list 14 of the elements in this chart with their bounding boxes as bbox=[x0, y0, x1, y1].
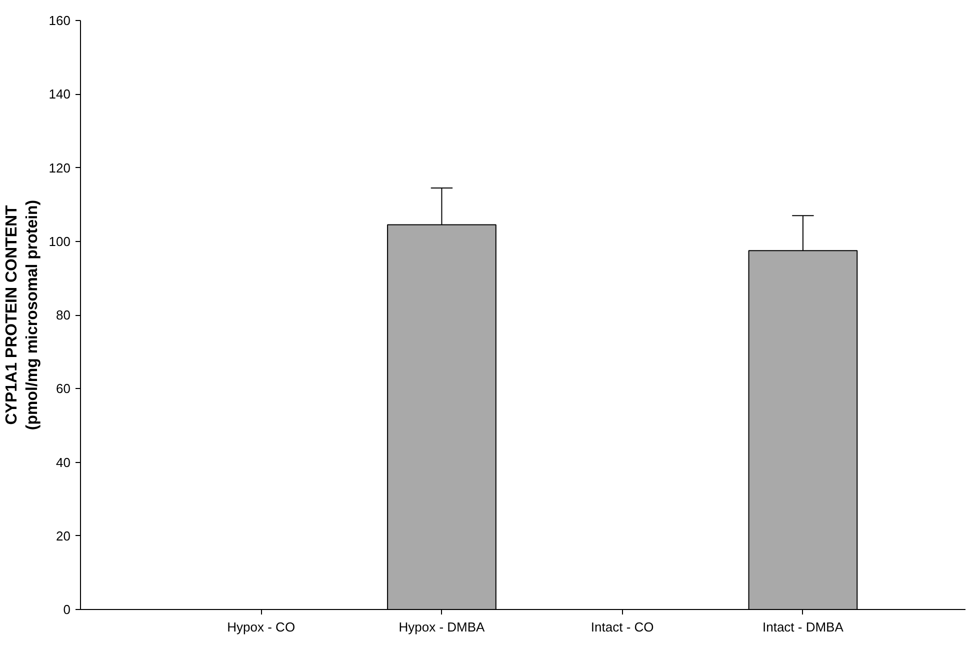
x-tick-label: Hypox - DMBA bbox=[398, 620, 486, 634]
y-tick-label: 120 bbox=[48, 160, 71, 176]
y-tick-label: 100 bbox=[48, 234, 71, 249]
y-tick-label: 20 bbox=[56, 528, 71, 544]
y-axis-title: CYP1A1 PROTEIN CONTENT (pmol/mg microsomal protein) bbox=[3, 200, 41, 430]
y-tick-label: 140 bbox=[48, 86, 71, 102]
y-tick-label: 40 bbox=[56, 454, 71, 470]
x-tick-label: Intact - CO bbox=[590, 620, 654, 634]
x-tick-label: Intact - DMBA bbox=[762, 620, 844, 634]
y-tick-label: 80 bbox=[56, 308, 71, 322]
y-tick-label: 60 bbox=[56, 381, 71, 396]
y-tick-label: 0 bbox=[63, 602, 71, 617]
y-tick-label: 160 bbox=[48, 13, 71, 28]
x-tick-label: Hypox - CO bbox=[227, 620, 296, 634]
